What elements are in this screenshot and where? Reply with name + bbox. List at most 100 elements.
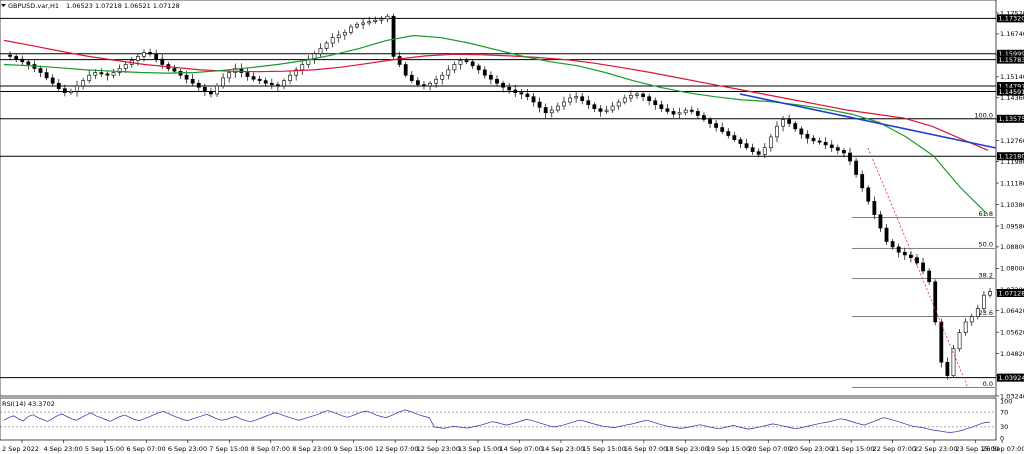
candle-body (537, 101, 542, 108)
time-tick-label: 18 Sep 23:00 (665, 445, 708, 453)
candle-body (647, 96, 652, 102)
candle-body (793, 123, 798, 130)
candle-body (957, 332, 962, 350)
current-price-marker: 1.07128 (997, 289, 1024, 298)
price-tick-label: 1.15140 (1000, 73, 1024, 81)
fib-level-label: 38.2 (979, 271, 993, 279)
candle-body (148, 52, 152, 55)
price-tick-label: 1.09580 (1000, 222, 1024, 230)
candle-body (397, 56, 402, 65)
candle-body (702, 115, 706, 120)
candle-body (939, 321, 944, 363)
candle-body (805, 133, 810, 139)
time-tick-label: 26 Sep 07:00 (982, 445, 1024, 453)
candle-body (945, 361, 950, 376)
candle-body (659, 104, 664, 110)
time-tick-label: 22 Sep 07:00 (873, 445, 916, 453)
candle-body (489, 74, 493, 80)
time-tick-label: 23 Sep 15:00 (956, 445, 999, 453)
candle-body (440, 74, 445, 80)
candle-body (568, 97, 572, 103)
header-dropdown-icon[interactable] (1, 4, 6, 7)
candle-body (817, 140, 822, 143)
candle-body (288, 74, 292, 81)
fib-level-label: 0.0 (983, 380, 993, 388)
candle-body (154, 53, 159, 60)
candle-body (422, 84, 426, 87)
candle-body (665, 108, 670, 112)
candle-body (842, 150, 846, 154)
rsi-level-label: 30 (1000, 423, 1008, 431)
svg-text:1.07128: 1.07128 (999, 290, 1024, 298)
candle-body (434, 78, 439, 84)
fib-anchor-dashed-line[interactable] (867, 147, 969, 389)
candle-body (975, 308, 980, 317)
candle-body (385, 15, 390, 20)
candle-body (884, 227, 889, 242)
candle-body (732, 135, 737, 140)
candle-body (616, 101, 621, 107)
candle-body (750, 147, 755, 152)
time-tick-label: 20 Sep 07:00 (748, 445, 791, 453)
candle-body (20, 58, 25, 63)
candle-body (775, 125, 779, 138)
candle-body (933, 281, 938, 323)
rsi-label: RSI(14) 43.3702 (2, 400, 55, 408)
candle-body (708, 119, 712, 124)
candle-body (586, 100, 591, 106)
candle-body (720, 127, 725, 132)
level-price-tag (997, 87, 1024, 96)
candle-body (294, 69, 299, 76)
time-tick-label: 14 Sep 07:00 (500, 445, 543, 453)
candle-body (781, 119, 785, 127)
candle-body (62, 88, 67, 93)
candle-body (507, 86, 512, 91)
candle-body (921, 262, 925, 272)
candle-body (629, 95, 633, 99)
rsi-panel-frame (0, 397, 997, 441)
candle-body (379, 18, 384, 21)
candle-body (215, 85, 219, 95)
candle-body (342, 32, 347, 36)
candle-body (428, 82, 432, 87)
time-tick-label: 7 Sep 15:00 (209, 445, 248, 453)
candle-body (799, 128, 804, 135)
candle-body (823, 141, 828, 146)
candle-body (172, 68, 177, 72)
candle-body (543, 107, 548, 114)
candle-body (768, 136, 773, 148)
candle-body (592, 104, 597, 110)
price-tick-label: 1.06420 (1000, 307, 1024, 315)
candle-body (835, 147, 840, 151)
price-tick-label: 1.05620 (1000, 328, 1024, 336)
candle-body (111, 72, 116, 76)
candle-body (829, 144, 834, 148)
rsi-level-label: 100 (1000, 397, 1012, 405)
price-tick-label: 1.16740 (1000, 30, 1024, 38)
candle-body (683, 109, 688, 114)
price-tick-label: 1.17520 (1000, 9, 1024, 17)
candle-body (641, 93, 645, 97)
candle-body (330, 37, 335, 44)
time-tick-label: 5 Sep 15:00 (85, 445, 124, 453)
candle-body (282, 80, 286, 87)
candle-body (464, 60, 469, 63)
candle-body (233, 68, 238, 73)
candle-body (123, 64, 128, 69)
candle-body (574, 96, 579, 99)
candle-body (872, 200, 877, 215)
candle-body (860, 174, 865, 189)
candle-body (324, 42, 329, 49)
trend-line-blue[interactable] (739, 93, 997, 149)
price-tick-label: 1.08000 (1000, 265, 1024, 273)
candle-body (744, 143, 749, 148)
candle-body (257, 78, 262, 81)
level-price-tag (997, 14, 1024, 23)
price-tick-label: 1.11180 (1000, 179, 1024, 187)
candle-body (415, 80, 420, 85)
fib-level-label: 23.6 (979, 309, 993, 317)
candle-body (622, 97, 627, 103)
candle-body (495, 78, 499, 84)
